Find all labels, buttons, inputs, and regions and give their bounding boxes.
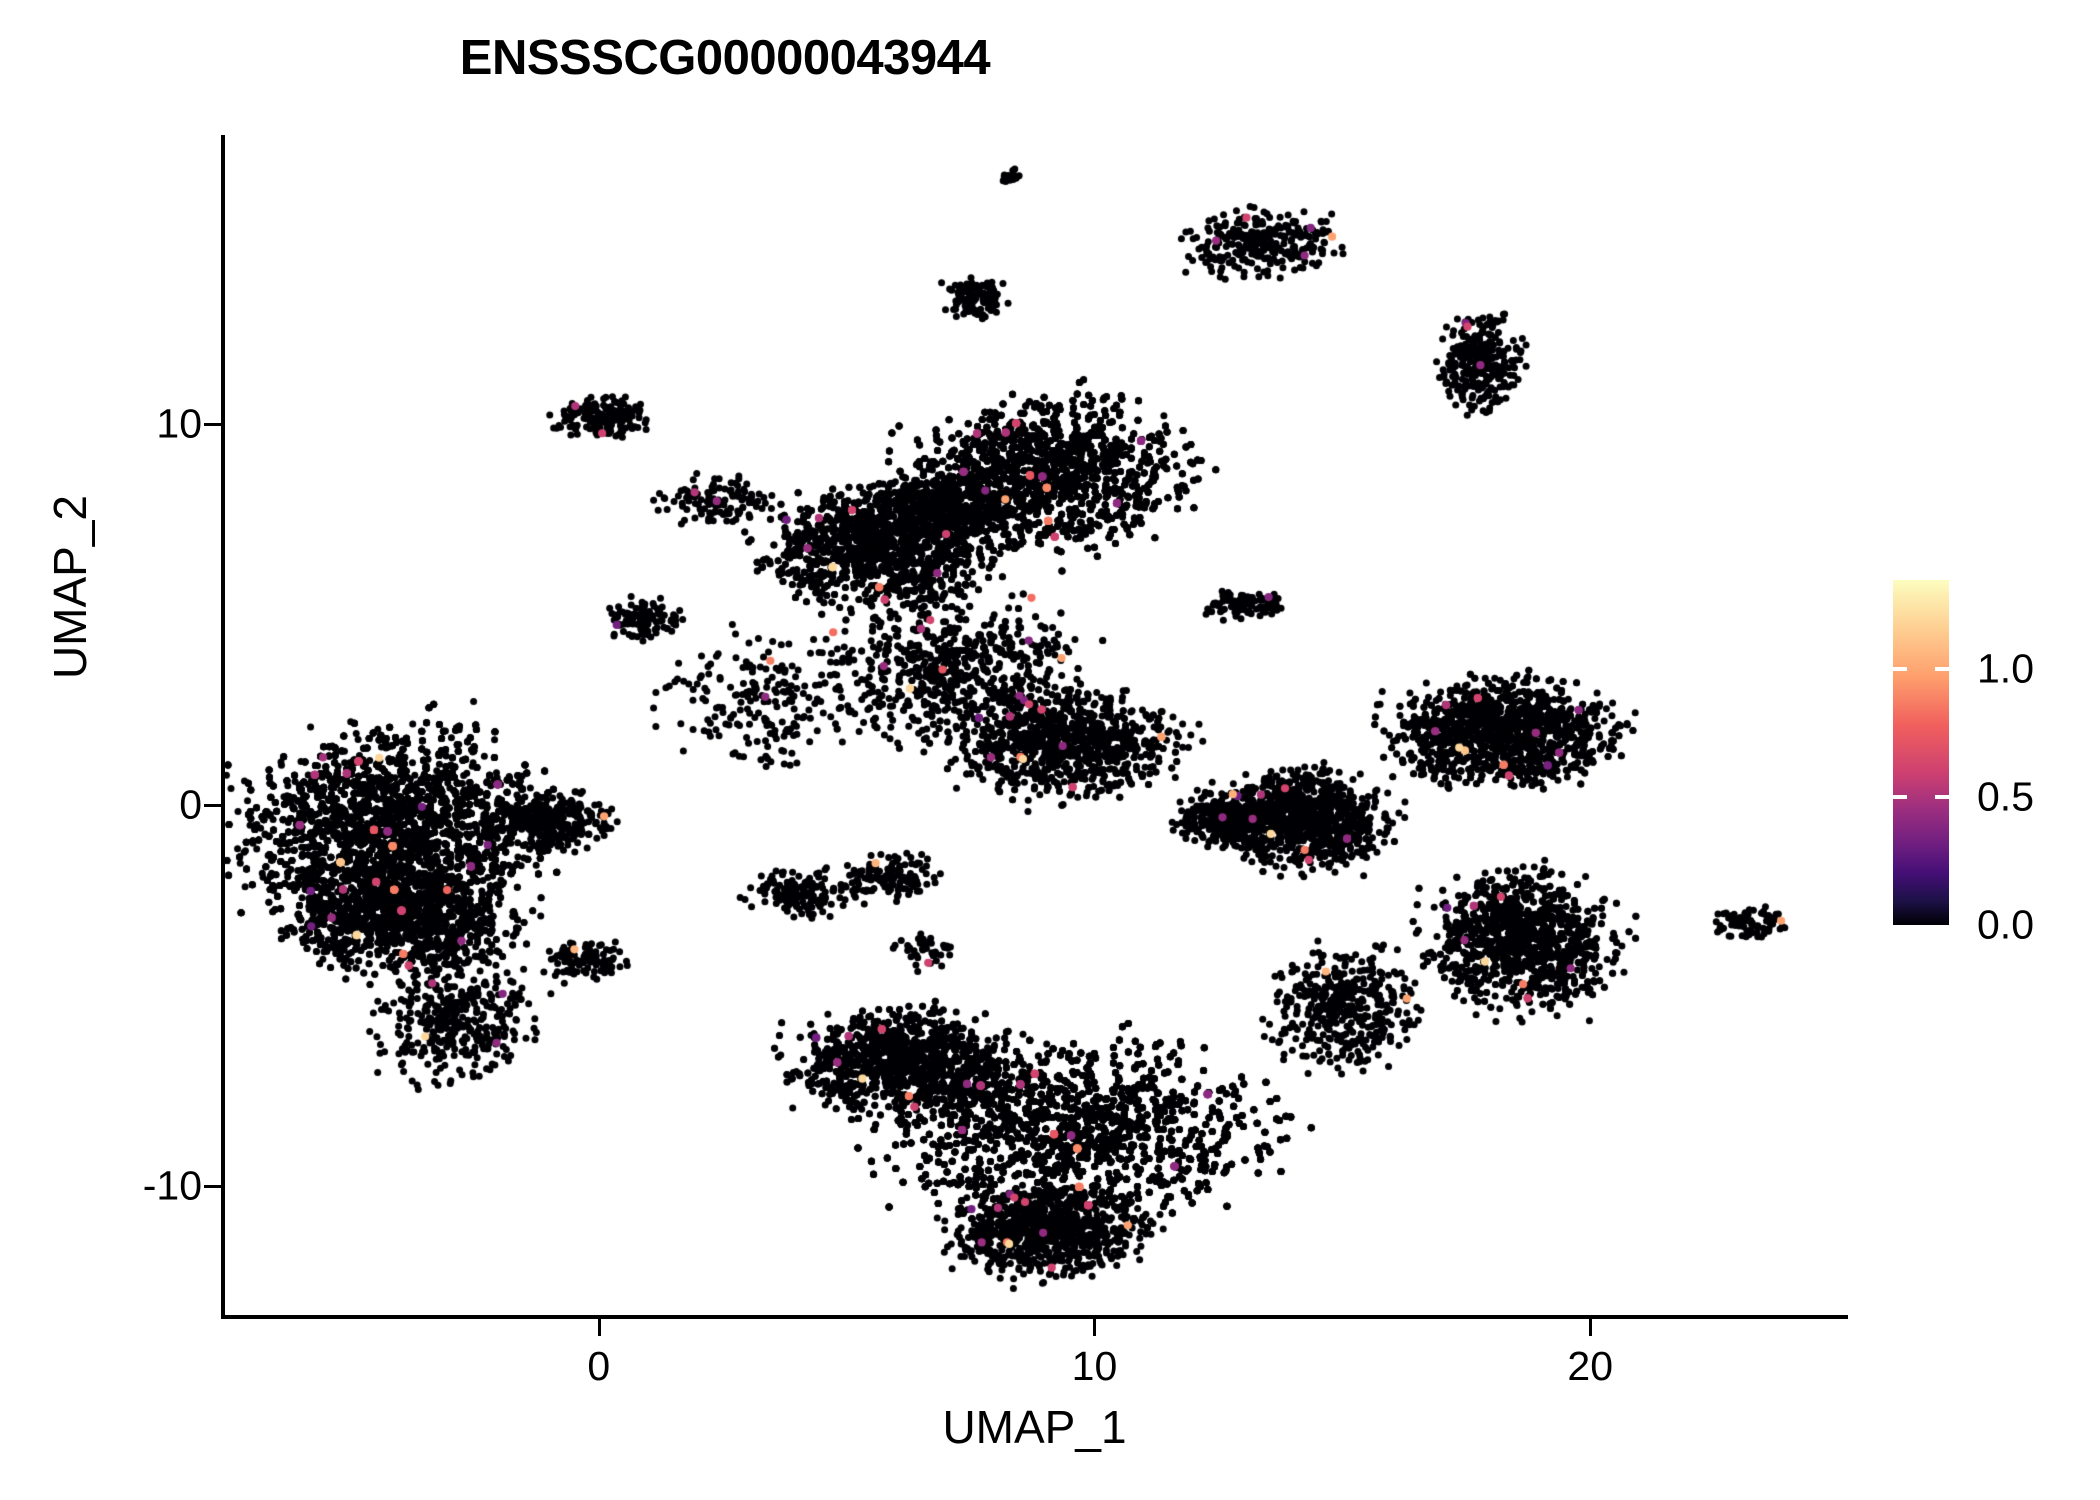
x-tick-label: 20 (1567, 1343, 1614, 1389)
colorbar-tick-label: 0.0 (1977, 901, 2034, 948)
x-axis-title: UMAP_1 (942, 1401, 1127, 1453)
colorbar-tick-mark (1893, 667, 1907, 672)
x-tick-label: 0 (587, 1343, 611, 1389)
x-tick-mark (597, 1319, 601, 1336)
y-tick-label: 10 (156, 400, 202, 447)
x-tick-mark (1589, 1319, 1593, 1336)
y-tick-label: -10 (142, 1162, 202, 1209)
colorbar-legend: 0.0 0.5 1.0 (1893, 580, 2093, 948)
x-tick-mark (1093, 1319, 1097, 1336)
colorbar-tick-label: 1.0 (1977, 645, 2034, 692)
colorbar-gradient (1893, 580, 1949, 925)
y-tick-mark (204, 803, 221, 807)
x-tick-label: 10 (1071, 1343, 1118, 1389)
scatter-plot-canvas (222, 135, 1848, 1315)
y-axis-title: UMAP_2 (44, 494, 96, 680)
y-axis-line (221, 135, 225, 1317)
y-tick-label: 0 (179, 781, 202, 828)
y-tick-mark (204, 423, 221, 427)
colorbar-tick-mark (1935, 667, 1949, 672)
chart-title: ENSSSCG00000043944 (459, 31, 991, 85)
colorbar-tick-label: 0.5 (1977, 773, 2034, 820)
x-axis-line (221, 1315, 1848, 1319)
colorbar-tick-mark (1935, 795, 1949, 800)
colorbar-tick-mark (1893, 795, 1907, 800)
y-tick-mark (204, 1184, 221, 1188)
